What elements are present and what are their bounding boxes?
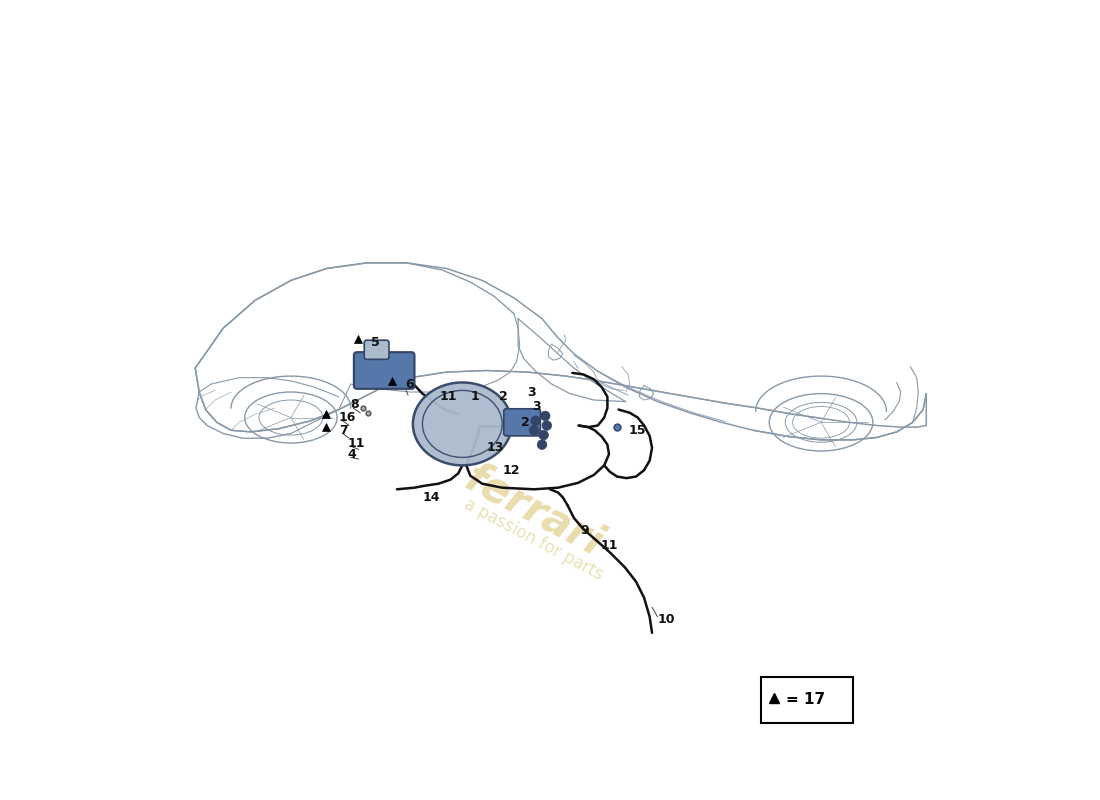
Text: 10: 10	[658, 613, 675, 626]
FancyBboxPatch shape	[354, 352, 415, 389]
Text: 11: 11	[348, 437, 365, 450]
Text: 11: 11	[440, 390, 458, 403]
Text: 14: 14	[422, 490, 440, 504]
Circle shape	[540, 411, 550, 421]
Circle shape	[537, 440, 547, 450]
Text: 2: 2	[521, 416, 530, 429]
Text: 12: 12	[503, 464, 519, 477]
Text: 3: 3	[528, 386, 537, 398]
Circle shape	[542, 421, 551, 430]
Text: ferrari: ferrari	[458, 458, 610, 566]
Text: 16: 16	[339, 411, 356, 424]
Text: 8: 8	[351, 398, 360, 411]
Circle shape	[531, 416, 540, 426]
Text: 9: 9	[581, 524, 589, 538]
Text: 15: 15	[628, 424, 646, 437]
Circle shape	[539, 430, 549, 440]
FancyBboxPatch shape	[504, 409, 540, 436]
FancyBboxPatch shape	[761, 677, 852, 723]
Text: 7: 7	[339, 424, 348, 437]
Text: = 17: = 17	[785, 692, 825, 707]
Text: 5: 5	[371, 336, 380, 349]
Ellipse shape	[412, 382, 512, 466]
Text: 2: 2	[499, 390, 508, 403]
Text: a passion for parts: a passion for parts	[462, 495, 607, 584]
FancyBboxPatch shape	[364, 340, 389, 359]
Text: 11: 11	[601, 538, 618, 551]
Text: 13: 13	[486, 442, 504, 454]
Text: 3: 3	[532, 400, 541, 413]
Circle shape	[529, 426, 539, 435]
Text: 4: 4	[348, 448, 356, 461]
Text: 1: 1	[471, 390, 478, 403]
Text: 6: 6	[405, 378, 414, 390]
